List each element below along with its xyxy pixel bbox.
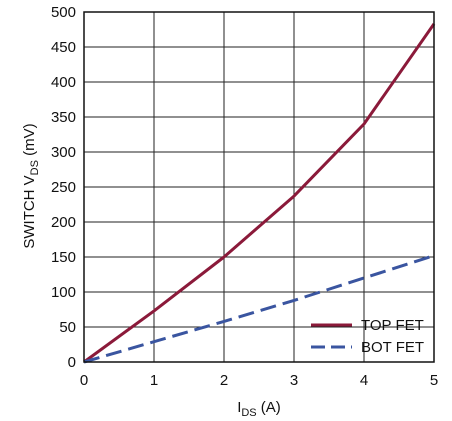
x-tick-label: 5 — [430, 372, 438, 389]
x-tick-label: 3 — [290, 372, 298, 389]
x-axis-label-unit: (A) — [257, 399, 281, 416]
y-tick-label: 50 — [59, 319, 76, 336]
x-tick-label: 4 — [360, 372, 368, 389]
y-tick-label: 400 — [51, 74, 76, 91]
legend: TOP FET BOT FET — [311, 317, 424, 356]
legend-label: TOP FET — [361, 317, 424, 334]
y-axis-label-post: (mV) — [21, 123, 38, 160]
y-tick-label: 300 — [51, 144, 76, 161]
y-tick-label: 350 — [51, 109, 76, 126]
x-tick-label: 0 — [80, 372, 88, 389]
y-axis-label-pre: SWITCH V — [21, 175, 38, 248]
x-tick-label: 1 — [150, 372, 158, 389]
series-line-top-fet — [83, 23, 436, 364]
x-axis-label-sub: DS — [241, 407, 256, 419]
y-tick-label: 0 — [68, 354, 76, 371]
y-tick-label: 500 — [51, 4, 76, 21]
x-axis-label: IDS (A) — [237, 399, 281, 419]
x-axis-label-main: I — [237, 399, 241, 416]
series-layer — [83, 23, 436, 364]
y-tick-label: 100 — [51, 284, 76, 301]
y-axis-label-sub: DS — [29, 160, 41, 175]
y-tick-label: 250 — [51, 179, 76, 196]
plot-frame — [83, 11, 435, 363]
y-tick-label: 200 — [51, 214, 76, 231]
y-tick-label: 450 — [51, 39, 76, 56]
x-tick-label: 2 — [220, 372, 228, 389]
legend-label: BOT FET — [361, 339, 424, 356]
series-line-bot-fet — [83, 254, 435, 364]
y-axis-label: SWITCH VDS (mV) — [21, 123, 41, 248]
y-tick-label: 150 — [51, 249, 76, 266]
grid — [83, 11, 435, 363]
